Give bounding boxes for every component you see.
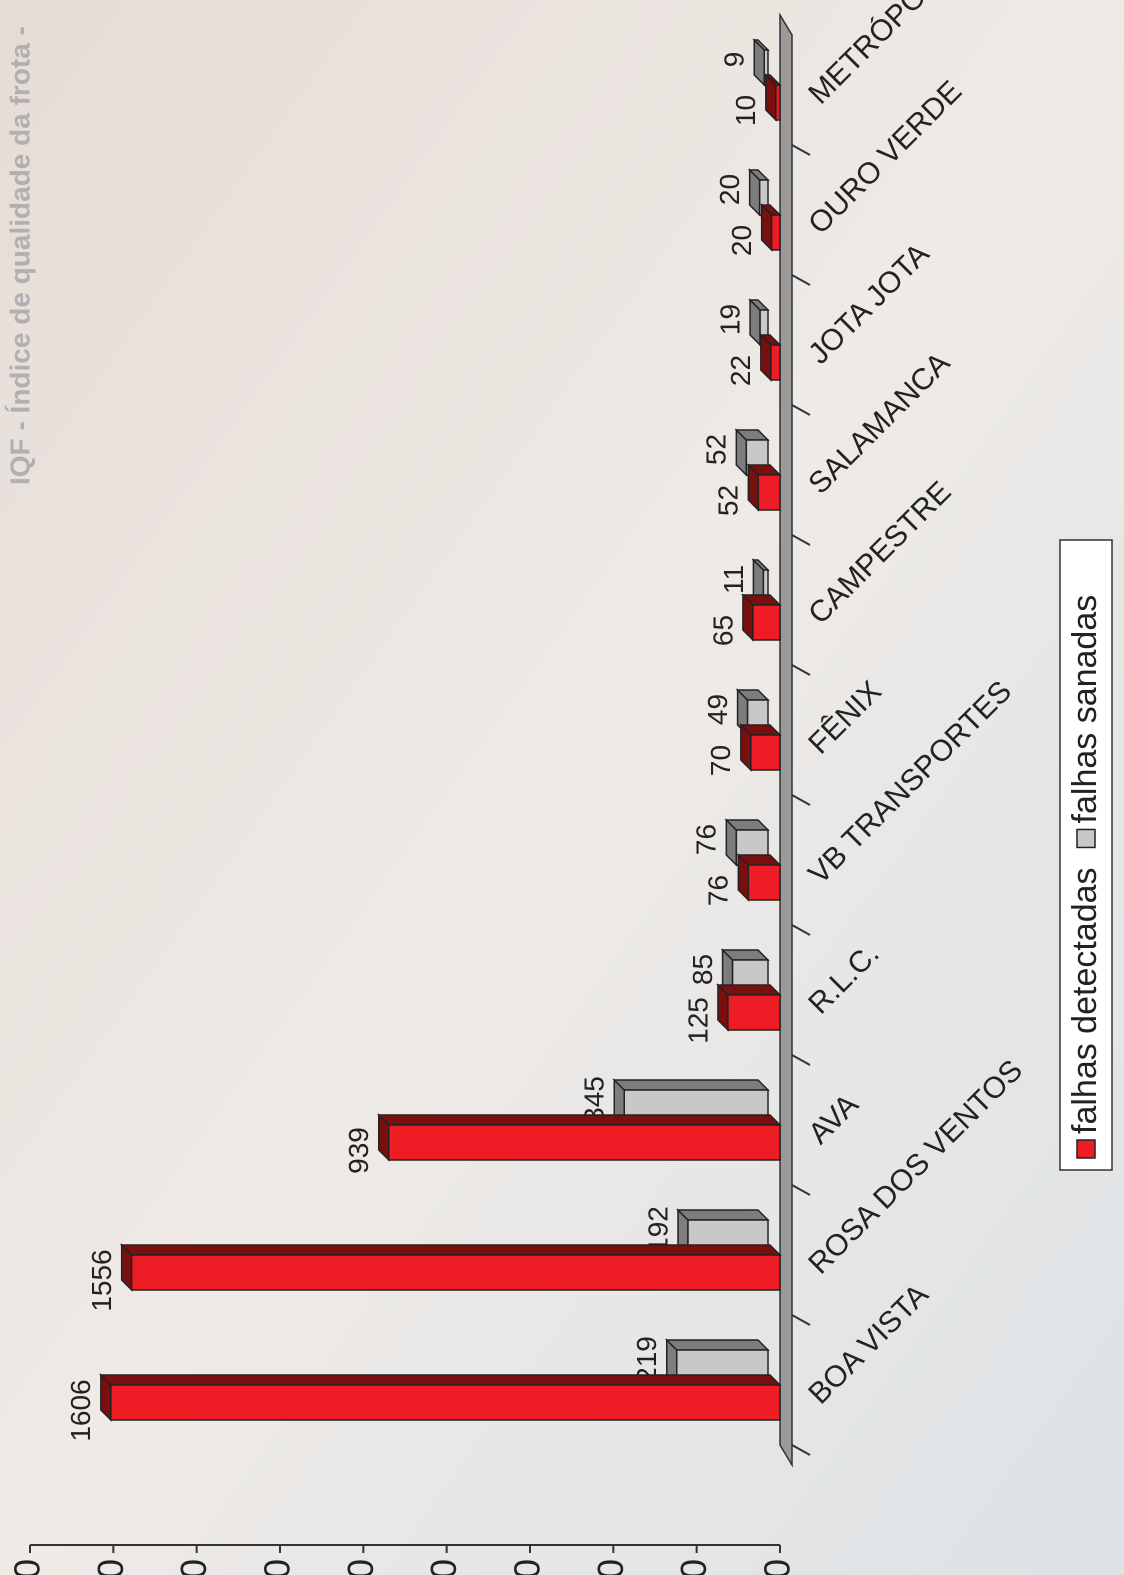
bar [757, 474, 781, 511]
data-label: 76 [691, 824, 722, 855]
data-label: 52 [701, 434, 732, 465]
bar [747, 864, 781, 901]
data-label: 1606 [65, 1379, 96, 1441]
legend-swatch [1076, 1139, 1096, 1159]
bar-side [664, 1339, 770, 1351]
y-tick-label: 0 [757, 1559, 798, 1575]
bar-side [119, 1244, 782, 1256]
data-label: 20 [726, 225, 757, 256]
category-tick [791, 404, 811, 416]
category-tick [791, 534, 811, 546]
data-label: 70 [705, 745, 736, 776]
category-tick [791, 1444, 811, 1456]
category-tick [791, 274, 811, 286]
y-tick-label: 800 [423, 1559, 464, 1575]
data-label: 10 [730, 95, 761, 126]
bar [770, 214, 781, 251]
data-label: 11 [718, 565, 749, 594]
category-tick [791, 144, 811, 156]
y-tick-label: 1200 [257, 1559, 298, 1575]
bar [110, 1384, 781, 1421]
bar-side [99, 1374, 782, 1386]
legend-label: falhas sanadas [1066, 595, 1104, 824]
legend-label: falhas detectadas [1066, 867, 1104, 1134]
data-label: 939 [343, 1127, 374, 1174]
bar [770, 344, 781, 381]
category-tick [791, 1184, 811, 1196]
y-tick-label: 1800 [7, 1559, 48, 1575]
y-tick-label: 1600 [90, 1559, 131, 1575]
bar [775, 84, 781, 121]
bar-side [676, 1209, 770, 1221]
data-label: 1556 [86, 1249, 117, 1311]
category-tick [791, 924, 811, 936]
data-label: 22 [725, 355, 756, 386]
data-label: 9 [719, 52, 750, 68]
data-label: 65 [707, 615, 738, 646]
y-tick-label: 1400 [173, 1559, 214, 1575]
y-tick-label: 600 [507, 1559, 548, 1575]
y-tick-label: 200 [673, 1559, 714, 1575]
bar [727, 994, 781, 1031]
category-tick [791, 794, 811, 806]
data-label: 52 [713, 485, 744, 516]
data-label: 20 [714, 174, 745, 205]
y-tick-label: 400 [590, 1559, 631, 1575]
bar-side [376, 1114, 782, 1126]
bar [750, 734, 781, 771]
legend-swatch [1076, 828, 1096, 849]
data-label: 85 [687, 954, 718, 985]
data-label: 49 [702, 694, 733, 725]
legend-box [1059, 539, 1113, 1171]
bar [130, 1254, 781, 1291]
category-tick [791, 1314, 811, 1326]
data-label: 19 [714, 304, 745, 335]
data-label: 76 [703, 875, 734, 906]
category-tick [791, 1054, 811, 1066]
bar [752, 604, 781, 641]
bar-side [612, 1079, 770, 1091]
y-tick-label: 1000 [340, 1559, 381, 1575]
chart-title: IQF - Índice de qualidade da frota - [4, 26, 35, 485]
floor [779, 12, 793, 1468]
bar [388, 1124, 781, 1161]
data-label: 125 [682, 997, 713, 1044]
category-tick [791, 664, 811, 676]
bar-side [716, 984, 782, 996]
